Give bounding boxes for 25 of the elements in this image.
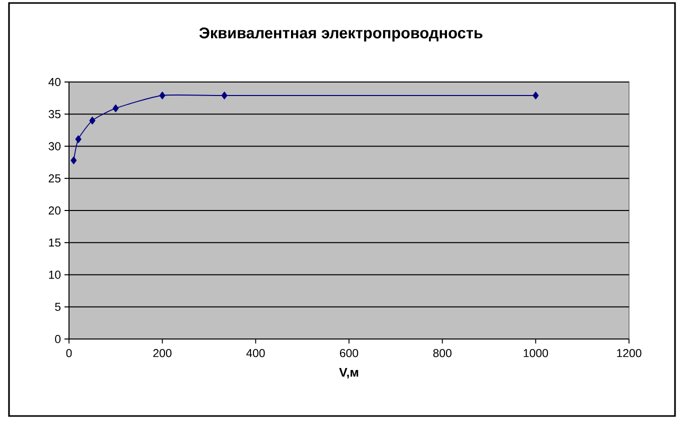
x-tick-label: 1000 xyxy=(524,349,548,358)
x-axis-title: V,м xyxy=(339,368,358,379)
x-tick-label: 200 xyxy=(153,349,172,358)
y-tick-label: 20 xyxy=(48,206,61,215)
y-tick-label: 35 xyxy=(48,110,60,118)
x-tick-label: 400 xyxy=(246,349,265,358)
point xyxy=(112,104,119,112)
y-tick-label: 40 xyxy=(48,78,61,86)
point xyxy=(221,92,228,100)
y-tick-label: 10 xyxy=(49,270,61,279)
point xyxy=(532,92,539,100)
point xyxy=(89,116,96,124)
point xyxy=(159,92,166,100)
point xyxy=(70,156,77,164)
chart-title: Эквивалентная электропроводность xyxy=(199,27,482,42)
x-tick-label: 1200 xyxy=(617,349,642,358)
x-tick-label: 800 xyxy=(433,349,452,358)
y-tick-label: 15 xyxy=(49,238,60,247)
x-tick-label: 0 xyxy=(66,349,72,358)
y-tick-label: 30 xyxy=(48,142,61,150)
y-tick-label: 5 xyxy=(55,302,60,311)
y-tick-label: 0 xyxy=(55,334,61,344)
x-tick-label: 600 xyxy=(340,349,358,358)
y-tick-label: 25 xyxy=(48,174,60,182)
point xyxy=(75,135,82,144)
